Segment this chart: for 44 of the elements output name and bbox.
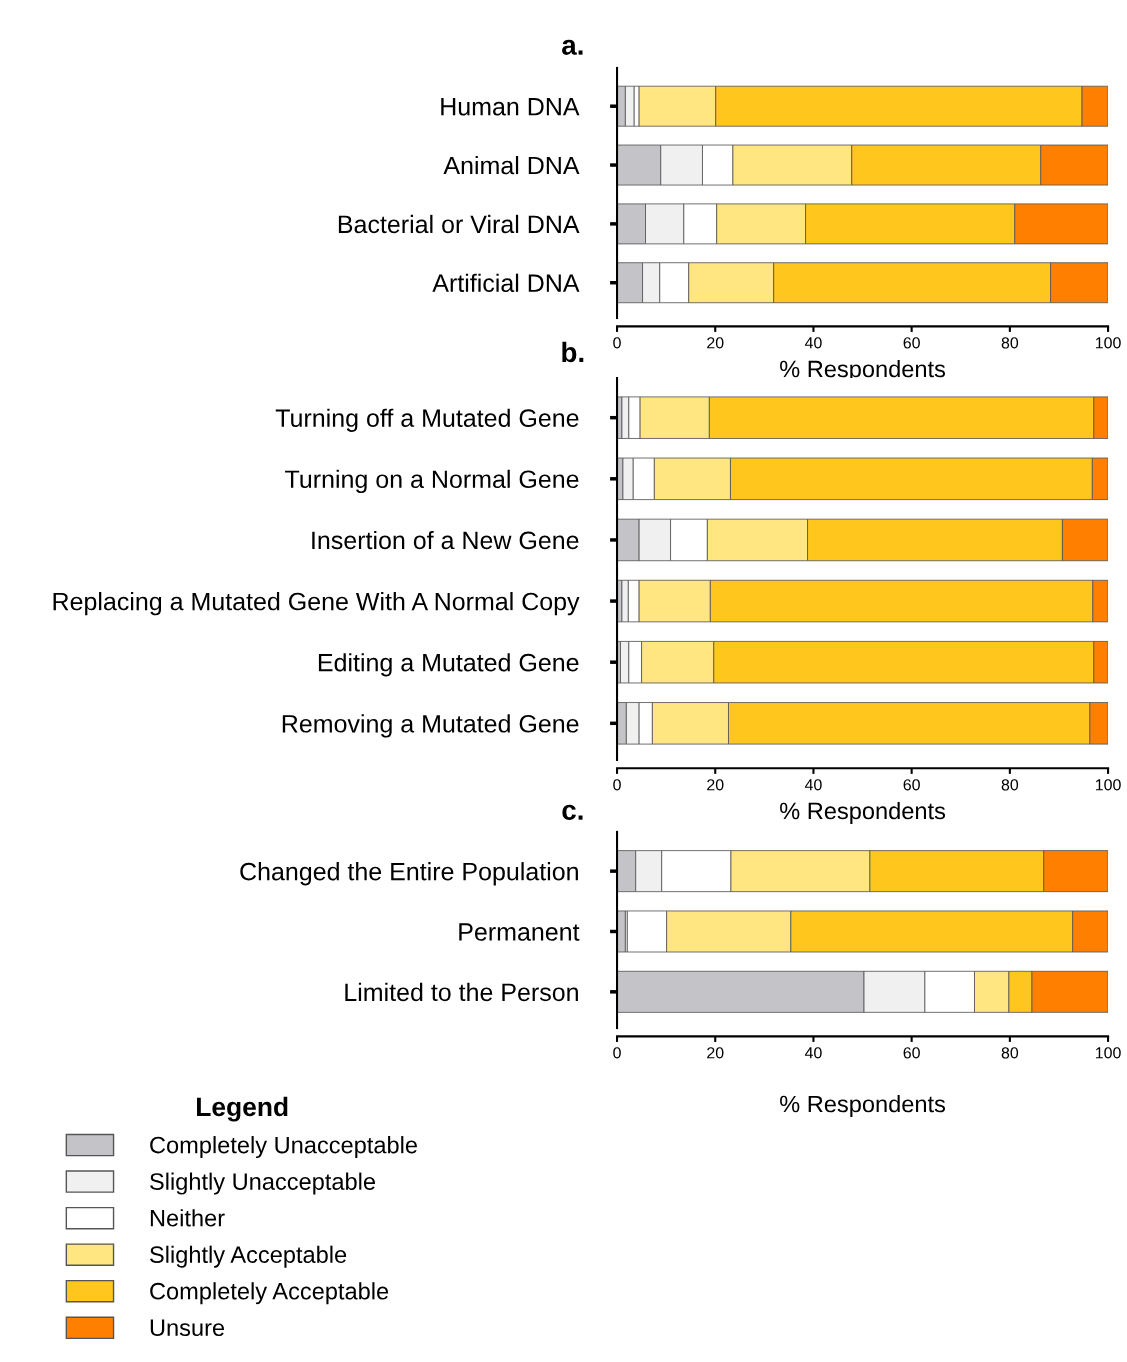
legend-label: Slightly Unacceptable bbox=[150, 1172, 375, 1195]
x-axis-title: % Respondents bbox=[780, 1095, 946, 1118]
x-tick-label: 60 bbox=[903, 779, 920, 791]
chart-title: a. bbox=[562, 39, 583, 55]
y-tick-label: Turning on a Normal Gene bbox=[285, 469, 579, 494]
legend-label: Completely Unacceptable bbox=[150, 1136, 417, 1159]
chart-title: b. bbox=[562, 341, 584, 363]
x-tick-label: 60 bbox=[903, 1047, 920, 1059]
x-tick-label: 100 bbox=[1095, 779, 1121, 791]
legend-title: Legend bbox=[197, 1096, 288, 1122]
x-tick-label: 20 bbox=[707, 337, 724, 349]
y-tick-label: Turning off a Mutated Gene bbox=[275, 408, 579, 432]
x-tick-label: 40 bbox=[804, 779, 822, 791]
legend-label: Slightly Acceptable bbox=[150, 1245, 347, 1268]
x-tick-label: 40 bbox=[804, 1047, 822, 1059]
y-tick-label: Permanent bbox=[459, 923, 580, 941]
x-tick-label: 80 bbox=[1001, 1047, 1019, 1059]
y-tick-label: Removing a Mutated Gene bbox=[282, 714, 579, 738]
y-tick-label: Changed the Entire Population bbox=[240, 862, 578, 886]
x-tick-label: 0 bbox=[613, 337, 621, 349]
x-tick-label: 100 bbox=[1095, 337, 1121, 349]
x-tick-label: 100 bbox=[1095, 1047, 1121, 1059]
y-tick-label: Insertion of a New Gene bbox=[312, 530, 579, 550]
x-tick-label: 0 bbox=[613, 779, 621, 791]
legend-label: Unsure bbox=[150, 1319, 225, 1337]
x-tick-label: 60 bbox=[903, 337, 920, 349]
x-tick-label: 0 bbox=[613, 1047, 621, 1059]
x-tick-label: 20 bbox=[707, 779, 724, 791]
x-tick-label: 20 bbox=[707, 1047, 724, 1059]
y-tick-label: Human DNA bbox=[441, 98, 580, 116]
y-tick-label: Limited to the Person bbox=[345, 982, 578, 1002]
x-tick-label: 40 bbox=[804, 337, 822, 349]
chart-title: c. bbox=[562, 804, 583, 820]
x-tick-label: 80 bbox=[1001, 337, 1019, 349]
y-tick-label: Animal DNA bbox=[443, 155, 580, 175]
legend-label: Completely Acceptable bbox=[150, 1282, 389, 1305]
y-tick-label: Bacterial or Viral DNA bbox=[338, 214, 580, 234]
x-axis-title: % Respondents bbox=[780, 801, 946, 824]
y-tick-label: Editing a Mutated Gene bbox=[318, 653, 579, 677]
x-tick-label: 80 bbox=[1001, 779, 1019, 791]
y-tick-label: Artificial DNA bbox=[432, 273, 580, 293]
legend-label: Neither bbox=[150, 1209, 225, 1227]
y-tick-label: Replacing a Mutated Gene With A Normal Copy bbox=[53, 592, 580, 616]
x-axis-title: % Respondents bbox=[780, 360, 946, 383]
